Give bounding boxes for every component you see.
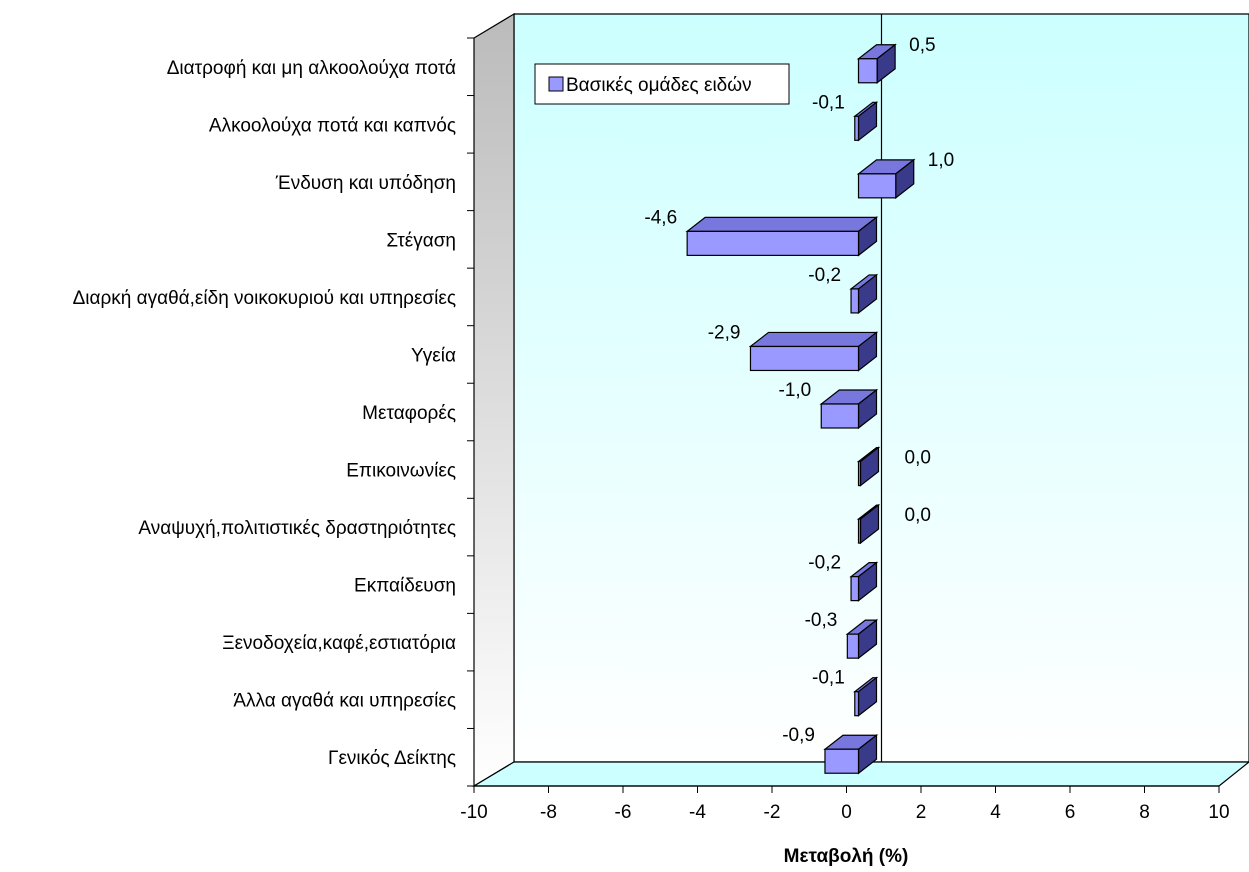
category-label: Μεταφορές [362, 403, 456, 424]
bar [856, 158, 916, 200]
bar-series [685, 43, 916, 775]
bar-front-face [749, 345, 860, 372]
category-label: Ξενοδοχεία,καφέ,εστιατόρια [222, 633, 456, 654]
bar-data-label: -0,1 [812, 92, 845, 113]
bar-front-face [857, 58, 878, 84]
bar-front-face [857, 518, 862, 544]
bar-front-face [854, 115, 860, 141]
bar [823, 734, 879, 775]
x-tick-label: 2 [916, 802, 927, 823]
category-label: Υγεία [411, 345, 456, 366]
x-tick-label: -4 [689, 802, 706, 823]
bar [856, 503, 881, 545]
category-label: Διατροφή και μη αλκοολούχα ποτά [167, 58, 456, 79]
bar-data-label: 1,0 [928, 150, 954, 171]
bar-top-face [748, 331, 879, 348]
x-tick-label: 6 [1065, 802, 1076, 823]
x-axis-title: Μεταβολή (%) [784, 846, 909, 867]
bar [856, 446, 881, 487]
bar-data-label: -2,9 [708, 322, 741, 343]
category-labels: Διατροφή και μη αλκοολούχα ποτά Αλκοολούχ… [73, 58, 456, 769]
bar [856, 43, 897, 84]
category-label: Αναψυχή,πολιτιστικές δραστηριότητες [138, 518, 456, 539]
bar-front-face [850, 288, 860, 314]
bar-front-face [846, 633, 860, 659]
category-label: Εκπαίδευση [354, 576, 456, 597]
bar [853, 101, 879, 142]
category-label: Γενικός Δείκτης [328, 748, 456, 769]
bar-data-label: -0,1 [812, 668, 845, 689]
x-tick-label: 4 [990, 802, 1001, 823]
bar-data-label: 0,0 [905, 448, 931, 469]
legend-box [534, 63, 790, 105]
bar-front-face [686, 230, 860, 256]
bar-data-label: -0,3 [805, 610, 838, 631]
bar-data-label: -0,2 [808, 553, 841, 574]
x-tick-label: -10 [460, 802, 487, 823]
bar-data-label: -4,6 [644, 207, 677, 228]
bar-front-face [857, 460, 862, 487]
bar [748, 331, 879, 372]
bar-front-face [824, 748, 860, 774]
category-label: Διαρκή αγαθά,είδη νοικοκυριού και υπηρεσ… [73, 288, 456, 309]
x-tick-label: 0 [841, 802, 852, 823]
bar-data-label: -1,0 [779, 380, 812, 401]
x-tick-label: 10 [1208, 802, 1229, 823]
side-wall [473, 12, 515, 788]
x-tick-label: -2 [764, 802, 781, 823]
legend-swatch [548, 76, 564, 92]
x-tick-label: 8 [1139, 802, 1150, 823]
bar-data-label: 0,0 [905, 505, 931, 526]
legend-label: Βασικές ομάδες ειδών [566, 75, 752, 96]
category-axis-ticks [467, 37, 474, 787]
legend: Βασικές ομάδες ειδών [534, 63, 790, 105]
data-labels: 0,5 -0,1 1,0 -4,6 -0,2 -2,9 -1,0 0,0 0,0 -0,2 -0,3… [644, 35, 954, 746]
category-label: Αλκοολούχα ποτά και καπνός [209, 115, 456, 136]
category-label: Στέγαση [386, 230, 456, 251]
bar [685, 216, 879, 257]
bar [853, 676, 879, 717]
bar [819, 388, 879, 430]
bar [849, 273, 879, 315]
category-label: Ένδυση και υπόδηση [275, 173, 456, 194]
bar-front-face [850, 576, 860, 602]
bar-front-face [820, 403, 860, 429]
bar-front-face [857, 173, 897, 199]
category-label: Επικοινωνίες [346, 461, 456, 482]
bar [845, 618, 879, 660]
category-label: Άλλα αγαθά και υπηρεσίες [233, 691, 456, 712]
bar-data-label: -0,2 [808, 265, 841, 286]
x-tick-label: -8 [540, 802, 557, 823]
bar-top-face [685, 216, 879, 232]
bar-data-label: 0,5 [909, 35, 935, 56]
bar-front-face [854, 691, 860, 717]
bar [849, 561, 879, 602]
x-axis-ticks: -10 -8 -6 -4 -2 0 2 4 6 8 10 [460, 786, 1230, 823]
bar-data-label: -0,9 [782, 725, 815, 746]
x-tick-label: -6 [615, 802, 632, 823]
